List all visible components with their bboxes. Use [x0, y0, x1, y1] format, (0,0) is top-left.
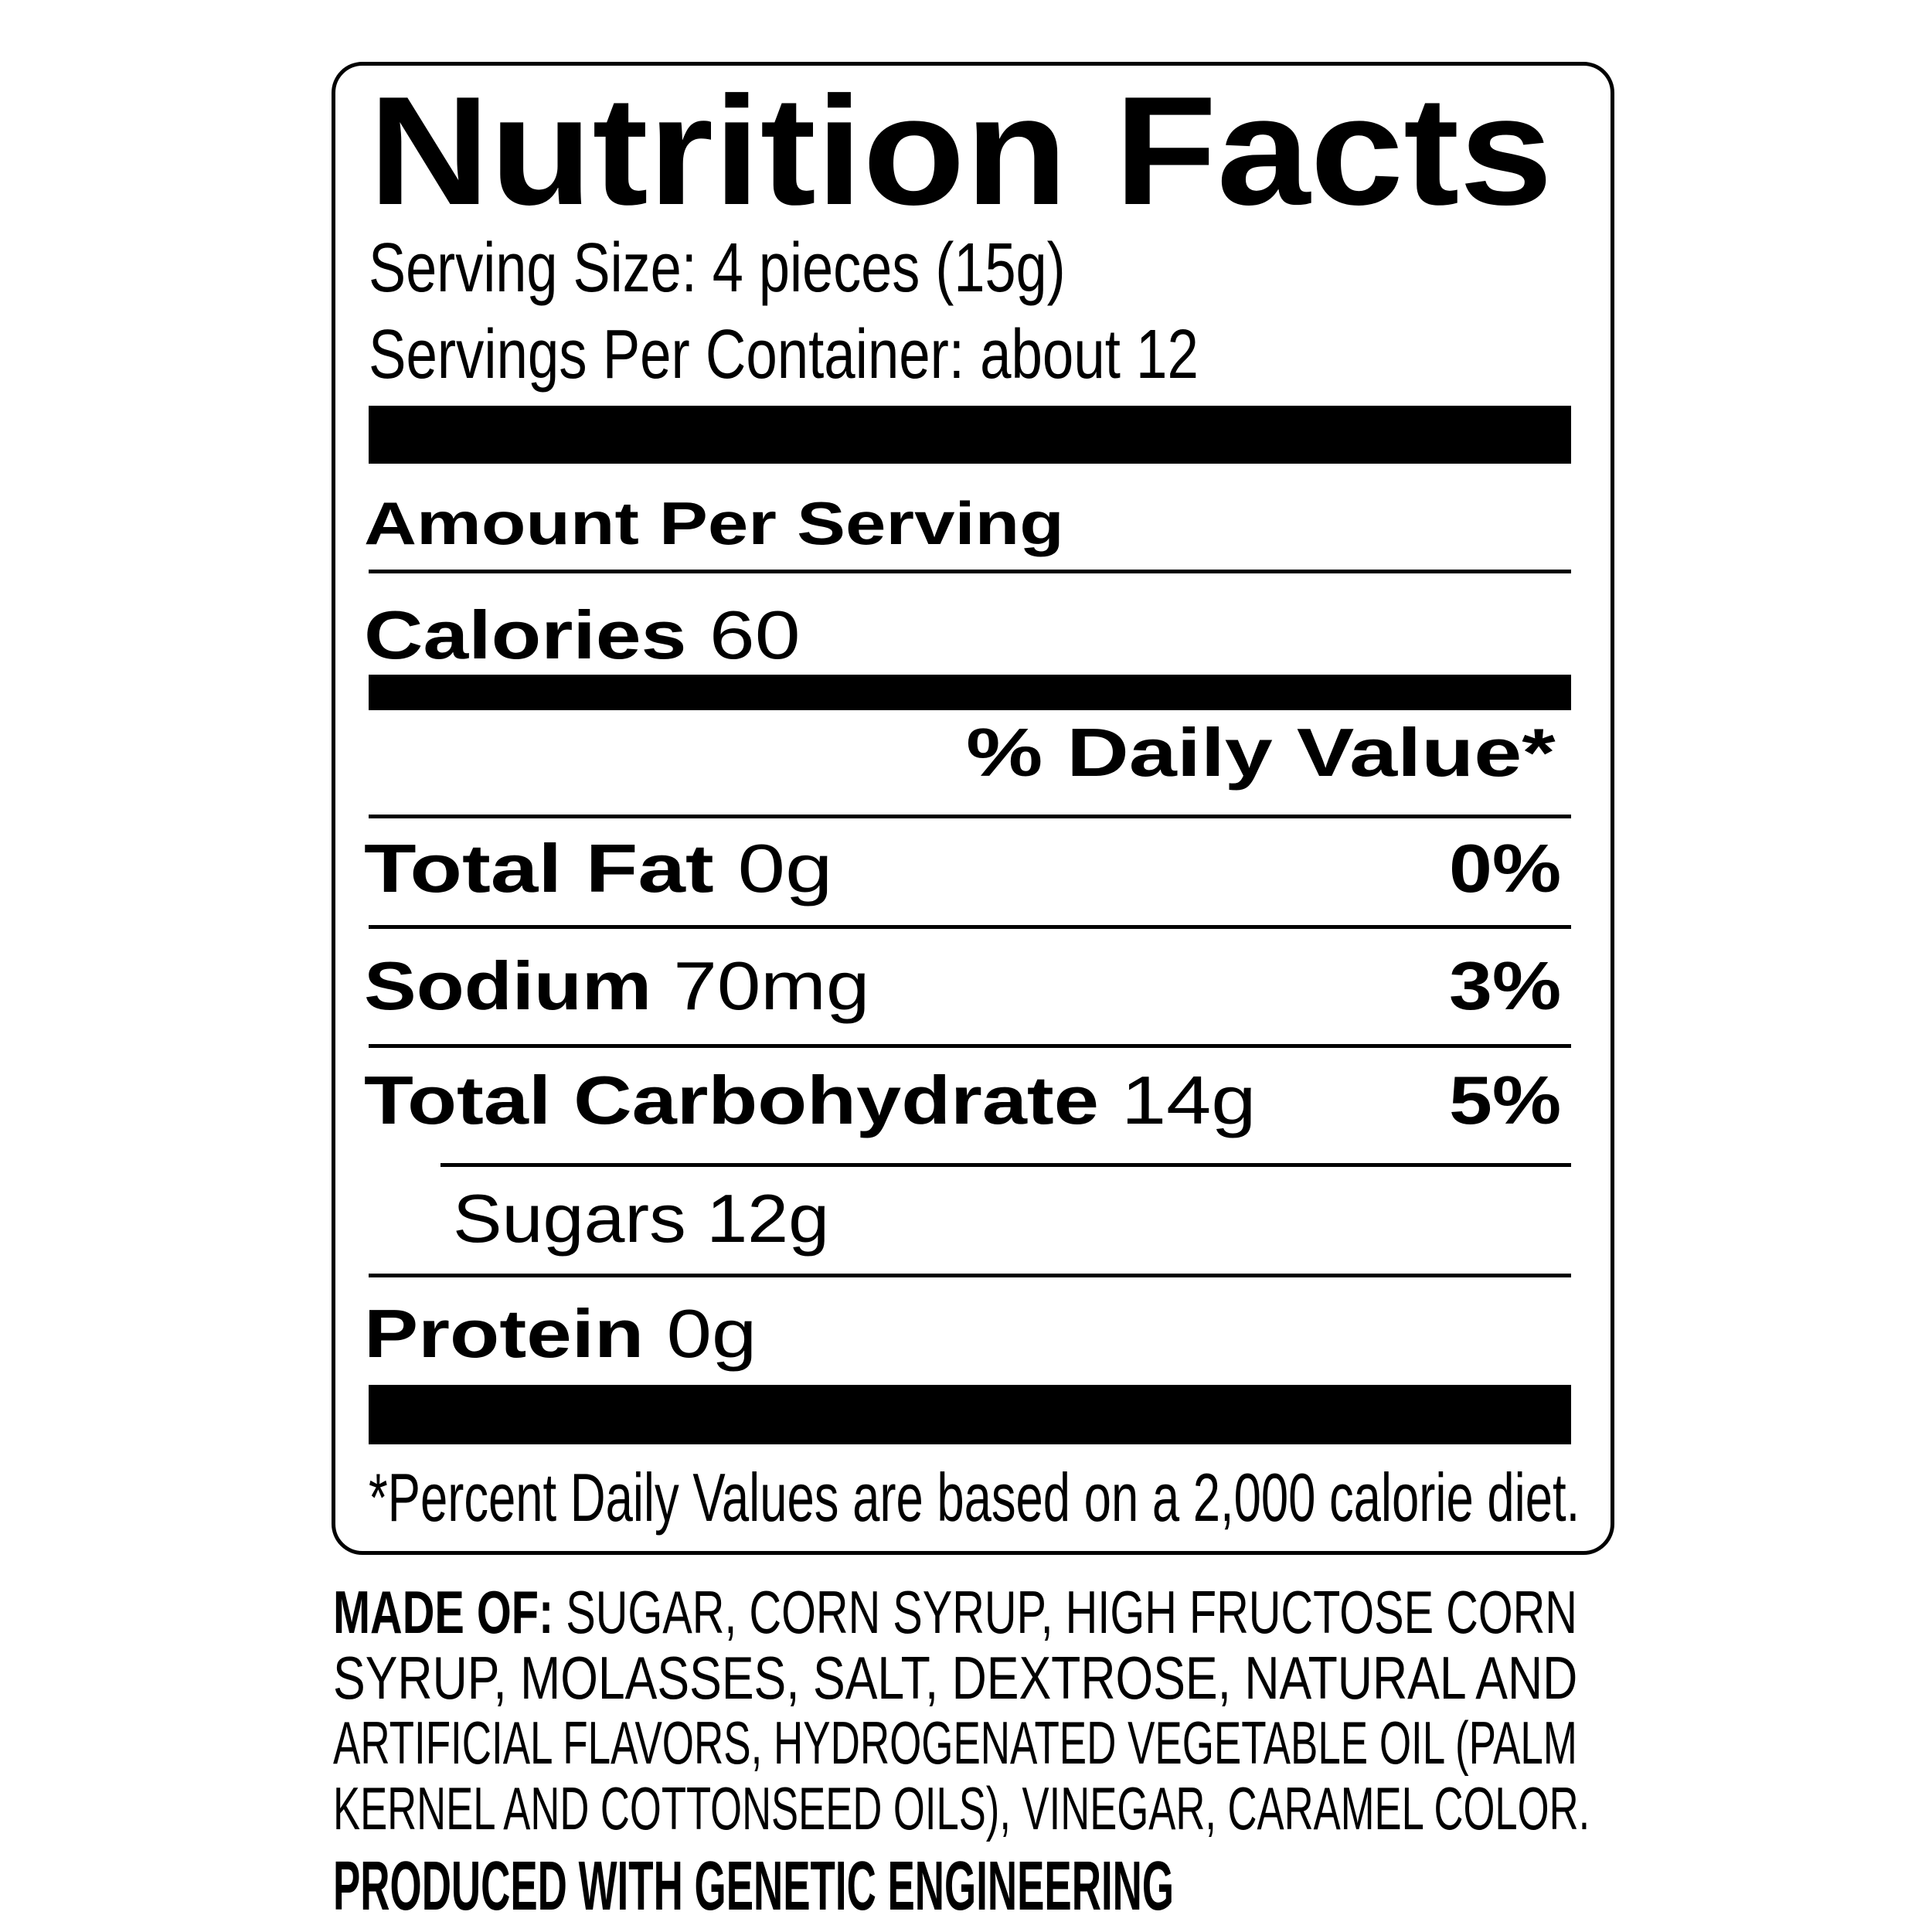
nutrient-label: Total Carbohydrate [364, 1062, 1099, 1138]
divider [369, 815, 1571, 818]
divider [369, 570, 1571, 573]
dv-total-carbohydrate: 5% [1449, 1066, 1561, 1134]
daily-value-header: % Daily Value* [966, 714, 1556, 791]
nutrient-label: Protein [364, 1295, 645, 1372]
panel-title: Nutrition Facts [369, 65, 1553, 237]
nutrient-label: Sodium [364, 947, 652, 1024]
nutrient-total-carbohydrate: Total Carbohydrate 14g [364, 1066, 1256, 1134]
ingredients-line: MADE OF: SUGAR, CORN SYRUP, HIGH FRUCTOS… [333, 1582, 1577, 1642]
nutrition-facts-panel [332, 62, 1614, 1555]
ingredients-line: SYRUP, MOLASSES, SALT, DEXTROSE, NATURAL… [333, 1644, 1578, 1712]
nutrient-sugars: Sugars 12g [453, 1185, 829, 1253]
nutrient-amount: 70mg [673, 947, 870, 1024]
servings-per-container: Servings Per Container: about 12 [369, 316, 1199, 393]
dv-sodium: 3% [1449, 952, 1561, 1020]
nutrient-amount: 14g [1121, 1062, 1257, 1138]
thick-divider [369, 1385, 1571, 1444]
nutrient-amount: 0g [737, 830, 833, 906]
divider [440, 1163, 1571, 1167]
nutrient-label: Sugars [453, 1180, 686, 1257]
thick-divider [369, 406, 1571, 464]
divider [369, 1044, 1571, 1048]
calories-label: Calories [364, 597, 687, 673]
ingredients-text: SUGAR, CORN SYRUP, HIGH FRUCTOSE CORN [553, 1578, 1577, 1646]
serving-size: Serving Size: 4 pieces (15g) [369, 230, 1066, 307]
amount-per-serving: Amount Per Serving [364, 489, 1064, 557]
divider [369, 925, 1571, 929]
dv-total-fat: 0% [1449, 835, 1561, 903]
ingredients-line: ARTIFICIAL FLAVORS, HYDROGENATED VEGETAB… [333, 1709, 1577, 1777]
footnote: *Percent Daily Values are based on a 2,0… [369, 1459, 1580, 1536]
dv-value: 5% [1448, 1062, 1561, 1138]
medium-divider [369, 675, 1571, 710]
ingredients-line: KERNEL AND COTTONSEED OILS), VINEGAR, CA… [333, 1774, 1590, 1842]
dv-value: 0% [1448, 830, 1561, 906]
dv-value: 3% [1448, 947, 1561, 1024]
nutrient-amount: 0g [666, 1295, 757, 1372]
genetic-engineering-disclosure: PRODUCED WITH GENETIC ENGINEERING [333, 1848, 1175, 1925]
calories-row: Calories 60 [364, 601, 801, 669]
nutrient-amount: 12g [706, 1180, 830, 1257]
calories-value: 60 [709, 597, 801, 673]
divider [369, 1274, 1571, 1277]
ingredients-heading: MADE OF: [333, 1578, 554, 1646]
nutrient-total-fat: Total Fat 0g [364, 835, 833, 903]
nutrient-sodium: Sodium 70mg [364, 952, 869, 1020]
nutrient-protein: Protein 0g [364, 1300, 757, 1368]
nutrient-label: Total Fat [364, 830, 714, 906]
